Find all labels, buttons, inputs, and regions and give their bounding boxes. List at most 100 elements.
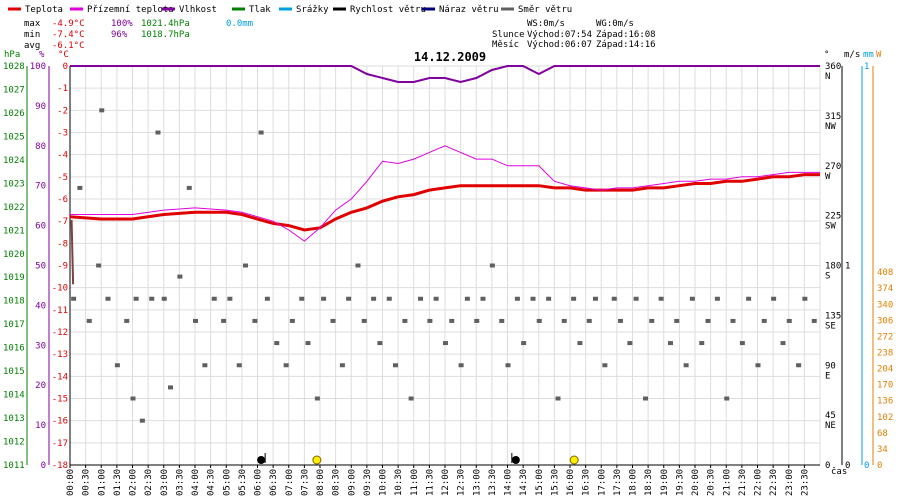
wind-direction-point <box>139 418 145 423</box>
wind-direction-point <box>227 296 233 301</box>
wind-direction-point <box>77 185 83 190</box>
direction-tick: 180 <box>825 262 841 272</box>
pressure-tick: 1012 <box>3 438 25 448</box>
pressure-tick: 1021 <box>3 226 25 236</box>
wind-direction-point <box>633 296 639 301</box>
wind-direction-point <box>133 296 139 301</box>
stat-max-temp: -4.9°C <box>52 19 85 29</box>
compass-tick: SE <box>825 321 836 331</box>
solar-tick: 204 <box>877 365 893 375</box>
compass-tick: NW <box>825 122 836 132</box>
wind-direction-point <box>177 274 183 279</box>
x-tick-label: 23:30 <box>800 469 810 496</box>
x-tick-label: 02:30 <box>144 469 154 496</box>
temperature-tick: -3 <box>57 129 68 139</box>
wind-direction-point <box>377 341 383 346</box>
x-tick-label: 06:30 <box>269 469 279 496</box>
wind-speed-info: WS:0m/s <box>527 19 565 29</box>
wind-direction-point <box>811 318 817 323</box>
wind-direction-point <box>546 296 552 301</box>
stat-min-temp: -7.4°C <box>52 30 85 40</box>
moonset-marker <box>511 456 520 464</box>
x-tick-label: 03:00 <box>160 469 170 496</box>
wind-direction-point <box>408 396 414 401</box>
temperature-tick: -9 <box>57 262 68 272</box>
rain-tick: 1 <box>864 62 869 72</box>
wind-direction-point <box>361 318 367 323</box>
wind-direction-point <box>299 296 305 301</box>
temperature-unit: °C <box>58 50 69 60</box>
x-tick-label: 08:00 <box>316 469 326 496</box>
x-tick-label: 00:30 <box>82 469 92 496</box>
solar-tick: 408 <box>877 268 893 278</box>
x-tick-label: 19:30 <box>675 469 685 496</box>
wind-direction-point <box>714 296 720 301</box>
wind-direction-point <box>393 363 398 368</box>
x-axis-label: čas <box>831 466 847 477</box>
temperature-tick: -18 <box>52 461 68 471</box>
direction-tick: 45 <box>825 411 836 421</box>
wind-direction-point <box>627 341 633 346</box>
solar-unit: W <box>876 50 882 60</box>
wind-direction-point <box>521 341 527 346</box>
solar-tick: 238 <box>877 349 893 359</box>
x-tick-label: 07:30 <box>300 469 310 496</box>
wind-direction-point <box>355 263 361 268</box>
x-tick-label: 00:00 <box>66 469 76 496</box>
wind-direction-point <box>289 318 295 323</box>
humidity-tick: 0 <box>41 461 46 471</box>
wind-direction-point <box>755 363 761 368</box>
wind-direction-point <box>739 341 745 346</box>
wind-direction-point <box>96 263 102 268</box>
wind-direction-point <box>221 318 227 323</box>
stat-min-hum: 96% <box>111 30 128 40</box>
pressure-tick: 1018 <box>3 297 25 307</box>
wind-direction-point <box>555 396 561 401</box>
x-tick-label: 11:00 <box>410 469 420 496</box>
wind-direction-point <box>149 296 155 301</box>
direction-tick: 0 <box>825 461 830 471</box>
wind-direction-point <box>746 296 752 301</box>
wind-unit: m/s <box>844 50 860 60</box>
wind-direction-point <box>802 296 808 301</box>
temperature-tick: -14 <box>52 372 68 382</box>
humidity-tick: 70 <box>35 182 46 192</box>
wind-direction-point <box>236 363 242 368</box>
x-tick-label: 11:30 <box>425 469 435 496</box>
humidity-tick: 80 <box>35 142 46 152</box>
wind-direction-point <box>536 318 542 323</box>
x-tick-label: 20:30 <box>707 469 717 496</box>
wind-direction-point <box>480 296 486 301</box>
humidity-tick: 30 <box>35 341 46 351</box>
temperature-tick: -10 <box>52 284 68 294</box>
stats: max -4.9°C 100% 1021.4hPa 0.0mm min -7.4… <box>24 19 253 51</box>
stat-avg-label: avg <box>24 41 40 51</box>
wind-direction-point <box>168 385 173 390</box>
wind-direction-point <box>124 318 130 323</box>
wind-direction-point <box>443 341 448 346</box>
humidity-tick: 40 <box>35 301 46 311</box>
x-tick-label: 15:00 <box>535 469 545 496</box>
wind-direction-point <box>243 263 248 268</box>
wind-direction-point <box>283 363 289 368</box>
moon-rise: Východ:06:07 <box>527 40 592 50</box>
temperature-tick: -1 <box>57 84 68 94</box>
solar-tick: 170 <box>877 381 893 391</box>
pressure-tick: 1022 <box>3 203 25 213</box>
stat-min-label: min <box>24 30 40 40</box>
temperature-tick: -16 <box>52 417 68 427</box>
wind-direction-point <box>449 318 455 323</box>
x-tick-label: 08:30 <box>332 469 342 496</box>
wind-direction-point <box>99 108 105 113</box>
wind-direction-point <box>402 318 408 323</box>
wind-direction-point <box>643 396 648 401</box>
moon-label: Měsíc <box>492 40 519 50</box>
humidity-tick: 20 <box>35 381 46 391</box>
pressure-tick: 1013 <box>3 414 25 424</box>
pressure-tick: 1025 <box>3 132 25 142</box>
x-tick-label: 16:00 <box>566 469 576 496</box>
x-tick-label: 14:00 <box>504 469 514 496</box>
legend-label: Přízemní teplota <box>87 5 174 15</box>
pressure-tick: 1023 <box>3 179 25 189</box>
wind-direction-point <box>602 363 608 368</box>
